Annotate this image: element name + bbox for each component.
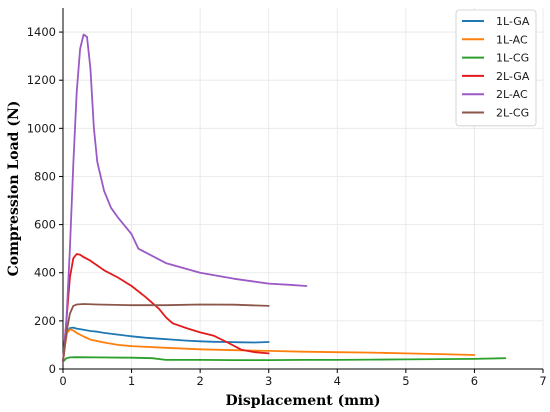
series-lines xyxy=(62,33,507,363)
x-tick-label: 4 xyxy=(334,374,341,388)
legend-label: 1L-GA xyxy=(496,15,530,28)
x-tick-label: 6 xyxy=(471,374,478,388)
axes xyxy=(59,8,544,373)
legend-label: 2L-AC xyxy=(496,88,528,101)
y-tick-label: 400 xyxy=(34,266,56,280)
x-axis-title: Displacement (mm) xyxy=(225,393,380,409)
series-line-2l-ac xyxy=(62,33,308,363)
series-line-2l-cg xyxy=(62,303,270,363)
grid xyxy=(62,8,544,370)
y-tick-label: 1200 xyxy=(27,73,56,87)
x-tick-label: 1 xyxy=(128,374,135,388)
legend-label: 1L-AC xyxy=(496,33,528,46)
y-tick-label: 600 xyxy=(34,218,56,232)
x-tick-label: 5 xyxy=(402,374,409,388)
y-tick-label: 0 xyxy=(49,362,56,376)
y-tick-label: 1000 xyxy=(27,121,56,135)
tick-labels: 0 1 2 3 4 5 6 7 0 200 400 600 800 1000 1200 1400 xyxy=(27,25,547,388)
x-tick-label: 0 xyxy=(59,374,66,388)
legend-label: 2L-CG xyxy=(496,107,529,120)
x-tick-label: 3 xyxy=(265,374,272,388)
y-axis-title: Compression Load (N) xyxy=(6,101,22,277)
legend-label: 1L-CG xyxy=(496,52,529,65)
series-line-1l-ac xyxy=(62,328,476,363)
y-tick-label: 800 xyxy=(34,169,56,183)
series-line-1l-ga xyxy=(62,326,270,362)
y-tick-label: 1400 xyxy=(27,25,56,39)
y-tick-label: 200 xyxy=(34,314,56,328)
x-tick-label: 7 xyxy=(539,374,546,388)
series-line-2l-ga xyxy=(62,253,270,363)
legend: 1L-GA 1L-AC 1L-CG 2L-GA 2L-AC 2L-CG xyxy=(455,9,537,127)
x-tick-label: 2 xyxy=(196,374,203,388)
legend-label: 2L-GA xyxy=(496,70,530,83)
series-line-1l-cg xyxy=(62,356,507,363)
